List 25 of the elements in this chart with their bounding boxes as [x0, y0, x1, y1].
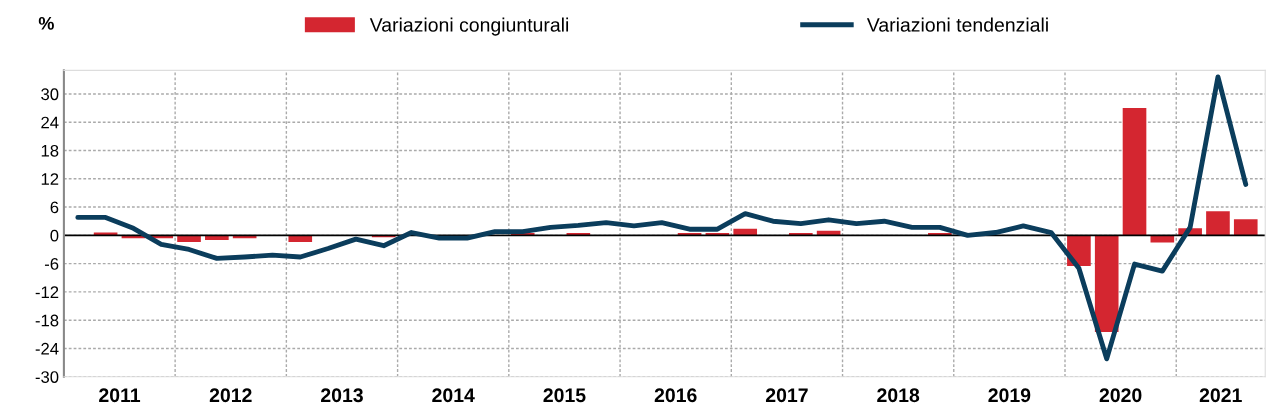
y-tick-label: -6 [44, 258, 59, 270]
y-tick-label: 6 [50, 201, 59, 214]
x-tick-label: 2013 [321, 388, 363, 403]
x-tick-label: 2016 [654, 388, 697, 403]
x-tick-label: 2015 [543, 388, 586, 403]
x-tick-label: 2018 [877, 388, 920, 403]
y-tick-label: -18 [35, 314, 59, 327]
y-tick-label: 24 [41, 116, 59, 129]
y-tick-label: 30 [41, 88, 59, 101]
x-tick-label: 2012 [209, 388, 252, 403]
x-tick-label: 2021 [1199, 388, 1242, 403]
y-tick-label: 18 [41, 144, 59, 157]
y-axis-title: % [38, 16, 54, 30]
x-tick-label: 2011 [99, 388, 141, 403]
x-tick-label: 2020 [1099, 388, 1142, 403]
x-tick-label: 2017 [765, 388, 808, 403]
legend-label: Variazioni tendenziali [866, 17, 1048, 32]
y-tick-label: -12 [35, 286, 59, 298]
legend-label: Variazioni congiunturali [369, 17, 569, 36]
x-tick-label: 2019 [988, 388, 1031, 403]
y-tick-label: -24 [35, 342, 59, 355]
y-tick-label: 0 [50, 229, 59, 242]
y-tick-label: 12 [41, 173, 59, 185]
y-tick-label: -30 [35, 371, 59, 383]
x-tick-label: 2014 [432, 388, 475, 403]
